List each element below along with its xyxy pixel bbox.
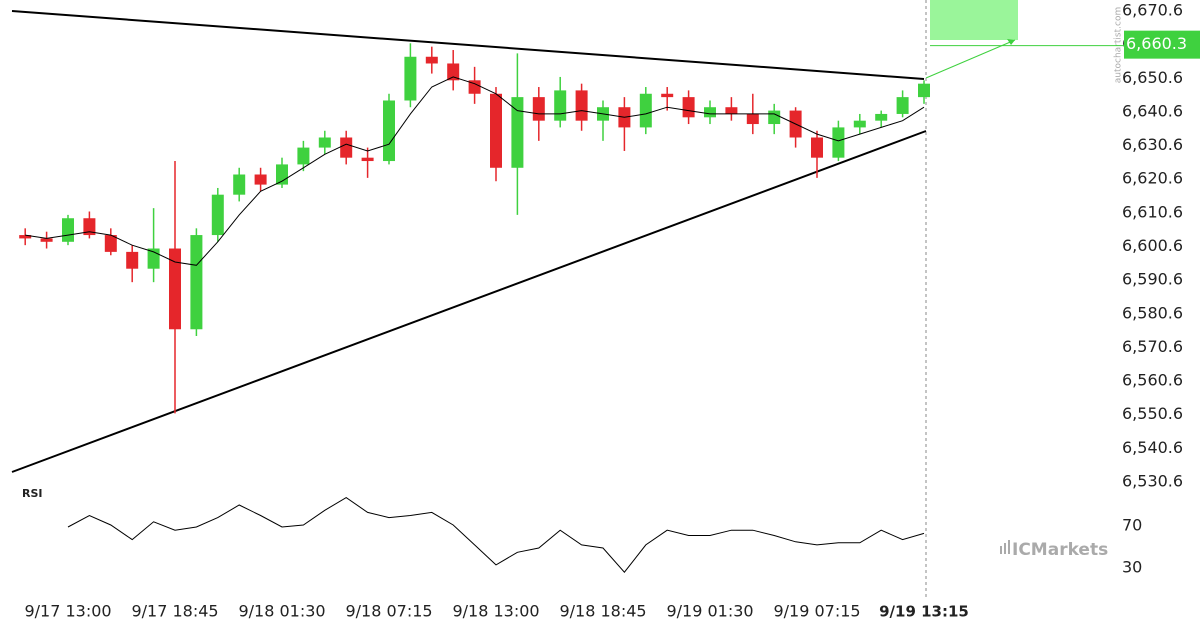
x-tick-label: 9/19 01:30 [666,602,753,621]
candle-body [832,127,845,158]
y-tick-label: 6,550.6 [1122,404,1183,423]
candle-body [83,218,96,236]
candle-body [19,235,32,239]
forecast-arrow [925,39,1016,79]
candle-body [490,93,502,168]
y-tick-label: 6,580.6 [1122,303,1183,322]
target-zone [930,0,1018,40]
candle-body [447,63,460,81]
candle-body [746,113,759,125]
y-tick-label: 6,610.6 [1122,202,1183,221]
y-tick-label: 6,640.6 [1122,101,1183,120]
y-tick-label: 6,630.6 [1122,135,1183,154]
logo-bar [1008,540,1010,554]
candle-body [575,90,588,121]
x-tick-label: 9/17 18:45 [131,602,218,621]
candle-body [126,251,139,269]
logo-bar [1000,546,1002,554]
candle-body [169,248,181,330]
rsi-tick-label: 30 [1122,558,1142,577]
moving-average [25,76,925,266]
candle-body [554,90,567,121]
upper-trendline [11,10,925,80]
candle-body [318,137,331,148]
candle-body [383,100,395,162]
candle-body [468,80,481,94]
logo-group: ICMarkets [1000,540,1108,560]
y-tick-label: 6,540.6 [1122,438,1183,457]
watermark: autochartist.com [1114,7,1124,83]
y-tick-label: 6,600.6 [1122,236,1183,255]
candle-body [62,218,74,242]
candle-body [297,147,310,165]
candle-body [532,97,545,121]
candle-body [233,174,246,195]
lower-trendline [11,130,927,473]
x-tick-label: 9/19 07:15 [773,602,860,621]
x-tick-label: 9/17 13:00 [24,602,111,621]
candle-body [704,107,716,118]
logo-bar [1004,543,1006,554]
candle-body [511,97,524,168]
y-tick-label: 6,620.6 [1122,169,1183,188]
y-tick-label: 6,570.6 [1122,337,1183,356]
candle-body [725,107,738,114]
logo: ICMarkets [1012,540,1108,560]
rsi-label: RSI [22,487,43,500]
last-price-label: 6,660.3 [1126,34,1187,53]
forecast-arrowhead [1007,39,1015,45]
candle-body [918,83,930,98]
x-tick-label: 9/18 01:30 [238,602,325,621]
candle-body [853,120,866,128]
x-tick-label: 9/18 13:00 [452,602,539,621]
candle-body [404,56,417,101]
candle-body [639,93,652,128]
candle-body [190,235,203,330]
y-tick-label: 6,670.6 [1122,1,1183,20]
candle-body [254,174,267,185]
x-tick-label: 9/18 18:45 [559,602,646,621]
y-tick-label: 6,560.6 [1122,371,1183,390]
candle-body [875,113,888,121]
candle-body [811,137,823,158]
candle-body [425,56,438,64]
rsi-line [67,497,925,573]
candle-body [40,238,53,242]
candle-body [896,97,909,114]
rsi-tick-label: 70 [1122,516,1142,535]
y-tick-label: 6,590.6 [1122,270,1183,289]
candle-body [661,93,674,98]
candle-body [104,235,117,252]
candle-body [211,194,224,236]
last-price-box [1124,30,1200,59]
candle-body [682,97,695,118]
x-tick-label: 9/19 13:15 [879,603,969,621]
x-tick-label: 9/18 07:15 [345,602,432,621]
candle-body [768,110,781,125]
y-tick-label: 6,530.6 [1122,472,1183,491]
candle-body [361,157,374,162]
y-tick-label: 6,650.6 [1122,68,1183,87]
candle-body [340,137,353,158]
